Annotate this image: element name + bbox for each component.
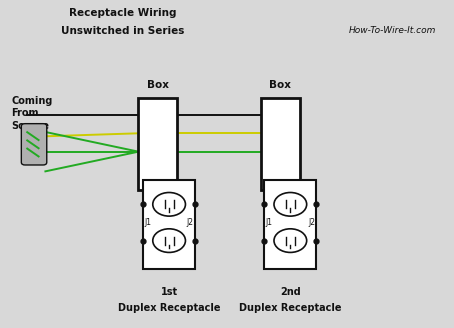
Text: J1: J1 bbox=[266, 218, 272, 227]
Text: Coming
From
Source: Coming From Source bbox=[11, 96, 53, 131]
Text: 2nd: 2nd bbox=[280, 287, 301, 297]
Text: Receptacle Wiring: Receptacle Wiring bbox=[69, 8, 176, 18]
Bar bbox=[264, 180, 316, 269]
Text: Box: Box bbox=[269, 80, 291, 90]
Text: J2: J2 bbox=[187, 218, 194, 227]
Text: 1st: 1st bbox=[161, 287, 178, 297]
Text: Box: Box bbox=[147, 80, 169, 90]
Text: J1: J1 bbox=[144, 218, 151, 227]
Text: J2: J2 bbox=[308, 218, 315, 227]
Text: Duplex Receptacle: Duplex Receptacle bbox=[239, 303, 341, 313]
Text: How-To-Wire-It.com: How-To-Wire-It.com bbox=[349, 26, 436, 35]
Bar bbox=[143, 180, 195, 269]
FancyBboxPatch shape bbox=[21, 124, 47, 165]
Text: Unswitched in Series: Unswitched in Series bbox=[61, 26, 184, 36]
Text: Duplex Receptacle: Duplex Receptacle bbox=[118, 303, 220, 313]
Bar bbox=[261, 98, 300, 190]
Bar bbox=[138, 98, 177, 190]
